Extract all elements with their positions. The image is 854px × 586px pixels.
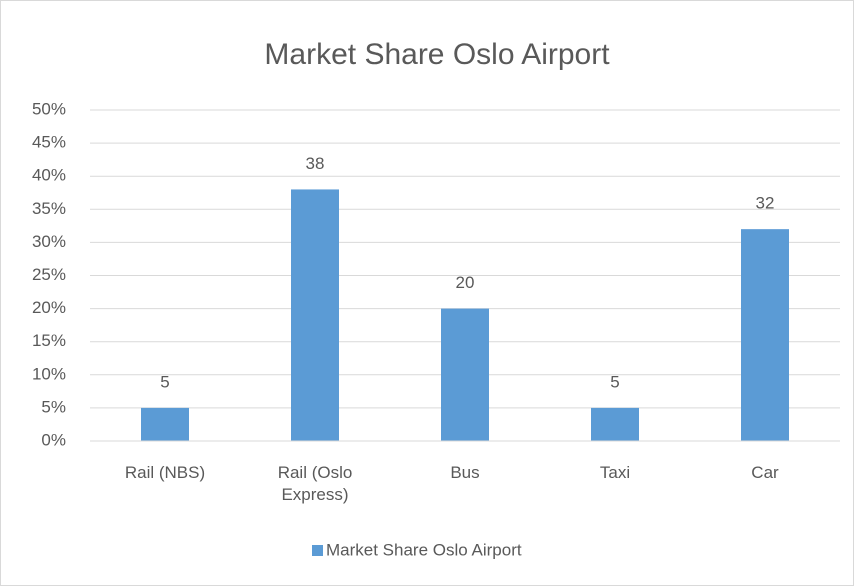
bar [141, 407, 189, 441]
x-tick-label: Rail (Oslo Express) [278, 463, 353, 504]
chart-title: Market Share Oslo Airport [264, 38, 610, 71]
y-tick-label: 5% [41, 397, 66, 416]
y-tick-label: 0% [41, 430, 66, 449]
y-tick-label: 35% [32, 199, 66, 218]
data-label: 32 [756, 194, 775, 213]
x-tick-label: Taxi [600, 463, 630, 482]
y-tick-label: 40% [32, 166, 66, 185]
bar [291, 189, 339, 441]
data-label: 20 [456, 273, 475, 292]
x-tick-label: Car [751, 463, 779, 482]
y-tick-label: 50% [32, 99, 66, 118]
y-tick-label: 45% [32, 133, 66, 152]
y-tick-label: 25% [32, 265, 66, 284]
data-label: 5 [160, 372, 169, 391]
bar [741, 229, 789, 441]
bar [591, 407, 639, 441]
x-tick-label: Rail (NBS) [125, 463, 205, 482]
y-tick-label: 30% [32, 232, 66, 251]
y-tick-label: 15% [32, 331, 66, 350]
data-label: 5 [610, 372, 619, 391]
y-tick-label: 20% [32, 298, 66, 317]
bar [441, 308, 489, 441]
legend-label: Market Share Oslo Airport [326, 540, 522, 559]
x-tick-label: Bus [450, 463, 479, 482]
data-label: 38 [306, 154, 325, 173]
legend-swatch [312, 545, 323, 556]
y-tick-label: 10% [32, 364, 66, 383]
